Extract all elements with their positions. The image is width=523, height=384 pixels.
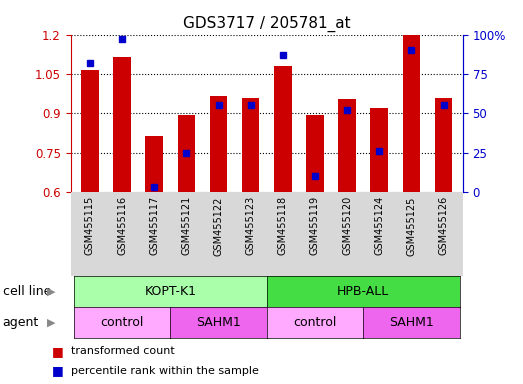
Bar	[274, 66, 292, 192]
Text: ▶: ▶	[47, 287, 55, 297]
Bar	[435, 98, 452, 192]
Text: GSM455126: GSM455126	[439, 196, 449, 255]
Text: percentile rank within the sample: percentile rank within the sample	[71, 366, 258, 376]
Text: HPB-ALL: HPB-ALL	[337, 285, 389, 298]
Bar	[242, 98, 259, 192]
Bar	[81, 70, 99, 192]
Text: GSM455123: GSM455123	[246, 196, 256, 255]
Text: agent: agent	[3, 316, 39, 329]
Bar	[210, 96, 228, 192]
Text: SAHM1: SAHM1	[196, 316, 241, 329]
Text: GSM455125: GSM455125	[406, 196, 416, 256]
Text: GSM455115: GSM455115	[85, 196, 95, 255]
Text: SAHM1: SAHM1	[389, 316, 434, 329]
Bar	[403, 35, 420, 192]
Text: GSM455119: GSM455119	[310, 196, 320, 255]
Bar	[113, 57, 131, 192]
Text: ■: ■	[52, 364, 64, 377]
Text: cell line: cell line	[3, 285, 51, 298]
Text: GSM455121: GSM455121	[181, 196, 191, 255]
Text: GSM455124: GSM455124	[374, 196, 384, 255]
Bar	[306, 114, 324, 192]
Text: ■: ■	[52, 345, 64, 358]
Text: GSM455116: GSM455116	[117, 196, 127, 255]
Text: control: control	[293, 316, 337, 329]
Text: GSM455120: GSM455120	[342, 196, 352, 255]
Title: GDS3717 / 205781_at: GDS3717 / 205781_at	[183, 16, 350, 32]
Text: transformed count: transformed count	[71, 346, 174, 356]
Text: GSM455122: GSM455122	[213, 196, 223, 256]
Text: KOPT-K1: KOPT-K1	[144, 285, 196, 298]
Text: GSM455118: GSM455118	[278, 196, 288, 255]
Bar	[145, 136, 163, 192]
Text: GSM455117: GSM455117	[149, 196, 159, 255]
Text: ▶: ▶	[47, 318, 55, 328]
Bar	[370, 108, 388, 192]
Bar	[338, 99, 356, 192]
Text: control: control	[100, 316, 144, 329]
Bar	[177, 114, 195, 192]
